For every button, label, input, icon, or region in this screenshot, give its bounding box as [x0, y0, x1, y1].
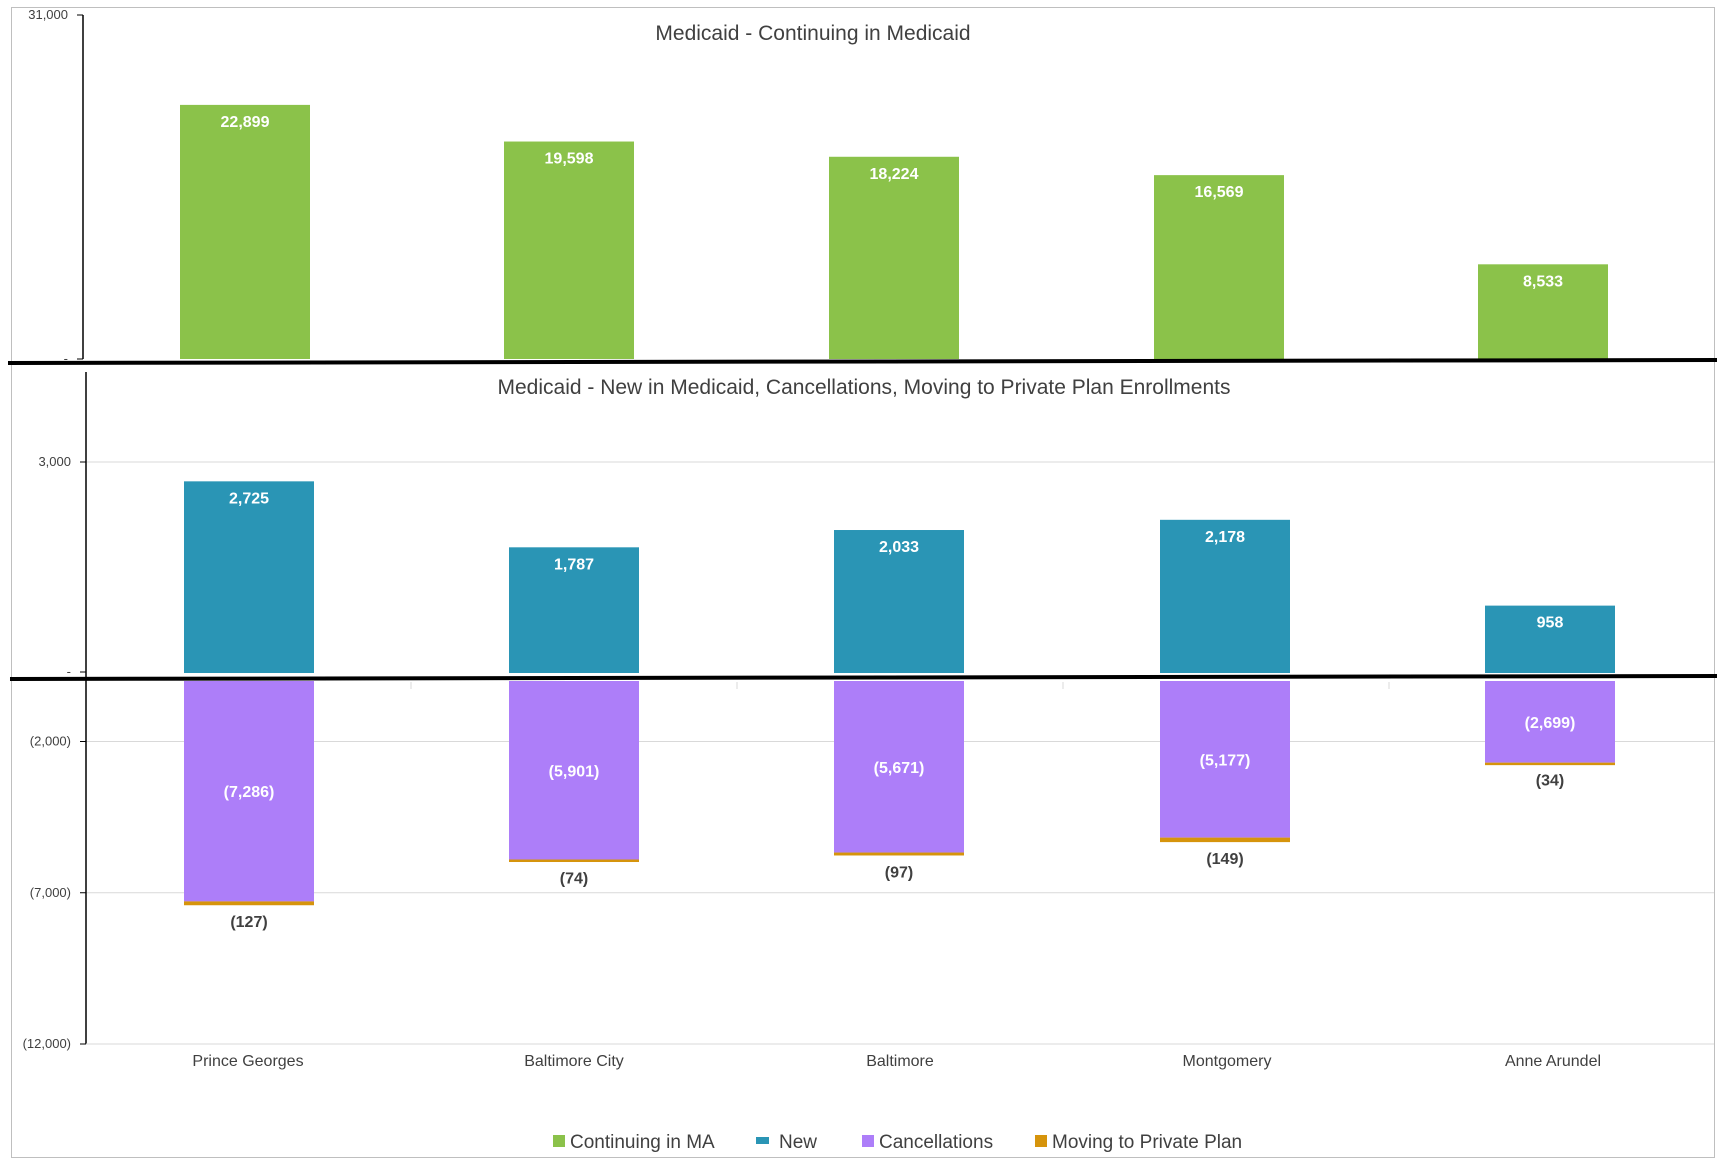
moving-bar	[1485, 762, 1615, 766]
legend-swatch	[553, 1135, 565, 1147]
continuing-data-label: 19,598	[545, 151, 594, 168]
top-y-axis: 31,000 -	[28, 7, 84, 366]
moving-data-label: (149)	[1206, 851, 1243, 868]
moving-data-label: (34)	[1536, 773, 1564, 790]
legend-swatch	[862, 1135, 874, 1147]
new-data-label: 1,787	[554, 556, 594, 573]
separator-line-top	[7, 358, 1717, 365]
continuing-bar	[1478, 264, 1608, 359]
continuing-data-label: 18,224	[870, 166, 919, 183]
continuing-chart: Medicaid - Continuing in Medicaid 31,000…	[28, 7, 1608, 366]
continuing-bar	[180, 104, 310, 360]
top-y-tick-label: 31,000	[28, 7, 68, 22]
bottom-y-tick-label: (12,000)	[23, 1036, 71, 1051]
bottom-data-labels: 2,725 (7,286) (127) 1,787 (5,901) (74) 2,033 (5…	[224, 490, 1576, 931]
continuing-bar	[1154, 175, 1284, 359]
top-chart-title: Medicaid - Continuing in Medicaid	[655, 22, 970, 45]
legend: Continuing in MA New Cancellations Moving t…	[553, 1132, 1242, 1153]
continuing-data-label: 8,533	[1523, 273, 1563, 290]
chart-border	[11, 7, 1715, 1158]
top-bars	[180, 104, 1608, 360]
moving-bar	[509, 859, 639, 863]
moving-data-label: (127)	[230, 914, 267, 931]
moving-bar	[1160, 837, 1290, 843]
new-bar	[184, 481, 314, 673]
bottom-chart-title: Medicaid - New in Medicaid, Cancellation…	[498, 376, 1231, 399]
continuing-data-label: 22,899	[221, 114, 270, 131]
new-data-label: 958	[1537, 615, 1564, 632]
new-data-label: 2,033	[879, 539, 919, 556]
moving-bar	[834, 852, 964, 856]
cancellations-bar	[1485, 681, 1615, 763]
cancellations-data-label: (5,177)	[1200, 752, 1251, 769]
cancellations-bar	[834, 681, 964, 853]
new-data-label: 2,178	[1205, 529, 1245, 546]
legend-swatch	[756, 1137, 769, 1144]
moving-bar	[184, 901, 314, 906]
bottom-bars	[184, 481, 1615, 906]
cancellations-data-label: (5,671)	[874, 760, 925, 777]
category-label: Montgomery	[1183, 1053, 1272, 1070]
continuing-bar	[829, 156, 959, 359]
cancellations-data-label: (5,901)	[549, 763, 600, 780]
legend-label: Continuing in MA	[570, 1132, 715, 1153]
new-data-label: 2,725	[229, 490, 269, 507]
new-bar	[834, 530, 964, 673]
cancellations-data-label: (2,699)	[1525, 715, 1576, 732]
category-label: Baltimore City	[524, 1053, 624, 1070]
cancellations-bar	[184, 681, 314, 902]
legend-label: New	[779, 1132, 817, 1153]
continuing-bar	[504, 141, 634, 359]
top-data-labels: 22,899 19,598 18,224 16,569 8,533	[221, 114, 1564, 290]
legend-label: Moving to Private Plan	[1052, 1132, 1242, 1153]
bottom-y-tick-label: (7,000)	[30, 885, 71, 900]
legend-swatch	[1035, 1135, 1047, 1147]
top-y-tick-label: -	[64, 351, 68, 366]
new-bar	[1485, 605, 1615, 673]
cancellations-bar	[1160, 681, 1290, 838]
cancellations-bar	[509, 681, 639, 860]
cancellations-data-label: (7,286)	[224, 784, 275, 801]
category-label: Anne Arundel	[1505, 1053, 1601, 1070]
new-bar	[509, 547, 639, 673]
bottom-y-axis: 3,000 - (2,000) (7,000) (12,000)	[23, 372, 1714, 1051]
category-labels: Prince Georges Baltimore City Baltimore Mon…	[192, 1053, 1601, 1070]
category-label: Baltimore	[866, 1053, 934, 1070]
legend-label: Cancellations	[879, 1132, 993, 1153]
bottom-y-tick-label: -	[67, 664, 71, 679]
moving-data-label: (74)	[560, 871, 588, 888]
category-label: Prince Georges	[192, 1053, 303, 1070]
bottom-y-tick-label: (2,000)	[30, 734, 71, 749]
continuing-data-label: 16,569	[1195, 184, 1244, 201]
changes-chart: Medicaid - New in Medicaid, Cancellation…	[23, 372, 1714, 1070]
separator-line-bottom	[9, 674, 1717, 681]
moving-data-label: (97)	[885, 864, 913, 881]
bottom-y-tick-label: 3,000	[38, 454, 71, 469]
new-bar	[1160, 519, 1290, 673]
